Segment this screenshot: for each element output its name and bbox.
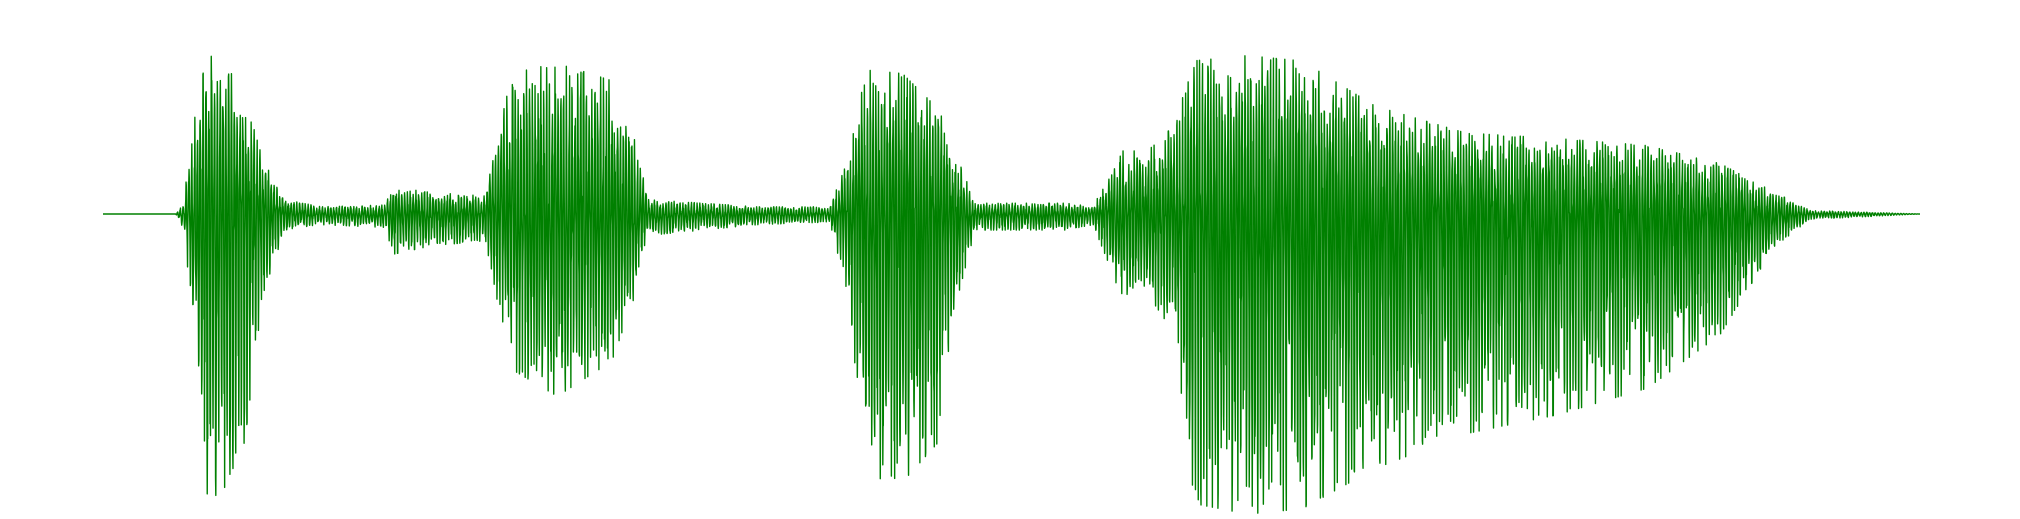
waveform-series-line <box>102 55 1921 514</box>
